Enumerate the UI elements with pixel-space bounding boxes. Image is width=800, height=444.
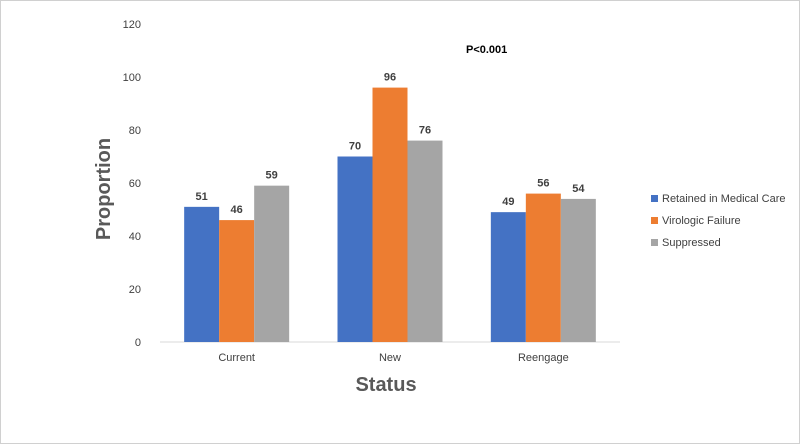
legend-swatch [651,195,658,202]
legend-label: Suppressed [662,237,721,249]
legend-label: Virologic Failure [662,215,741,227]
bar-new-0 [337,156,373,342]
y-tick-label: 40 [129,231,141,243]
legend-label: Retained in Medical Care [662,193,786,205]
data-label: 54 [572,183,585,195]
bar-reengage-0 [490,212,526,342]
data-label: 46 [231,204,243,216]
bar-current-0 [184,206,220,342]
x-axis-ticks: Current New Reengage [218,352,568,364]
data-label: 59 [266,170,278,182]
legend: Retained in Medical Care Virologic Failur… [651,193,786,249]
bars: 51 46 59 70 96 76 49 56 54 [184,72,596,342]
y-tick-label: 80 [129,125,141,137]
y-tick-label: 0 [135,337,141,349]
y-tick-label: 20 [129,284,141,296]
x-tick-label: Reengage [518,352,569,364]
bar-current-2 [254,185,290,342]
data-label: 51 [196,191,208,203]
bar-new-1 [372,87,408,342]
data-label: 76 [419,125,431,137]
legend-swatch [651,217,658,224]
bar-new-2 [407,140,443,342]
y-axis-ticks: 0 20 40 60 80 100 120 [123,19,141,349]
x-tick-label: New [379,352,401,364]
x-axis-title: Status [355,374,416,396]
y-tick-label: 60 [129,178,141,190]
bar-reengage-1 [525,193,561,342]
x-tick-label: Current [218,352,255,364]
data-label: 70 [349,141,361,153]
data-label: 96 [384,72,396,84]
y-tick-label: 100 [123,72,141,84]
data-label: 49 [502,196,514,208]
bar-current-1 [219,220,255,342]
y-tick-label: 120 [123,19,141,31]
data-label: 56 [537,178,549,190]
p-value-annotation: P<0.001 [466,44,507,56]
y-axis-title: Proportion [93,138,115,240]
bar-reengage-2 [560,198,596,342]
legend-swatch [651,239,658,246]
